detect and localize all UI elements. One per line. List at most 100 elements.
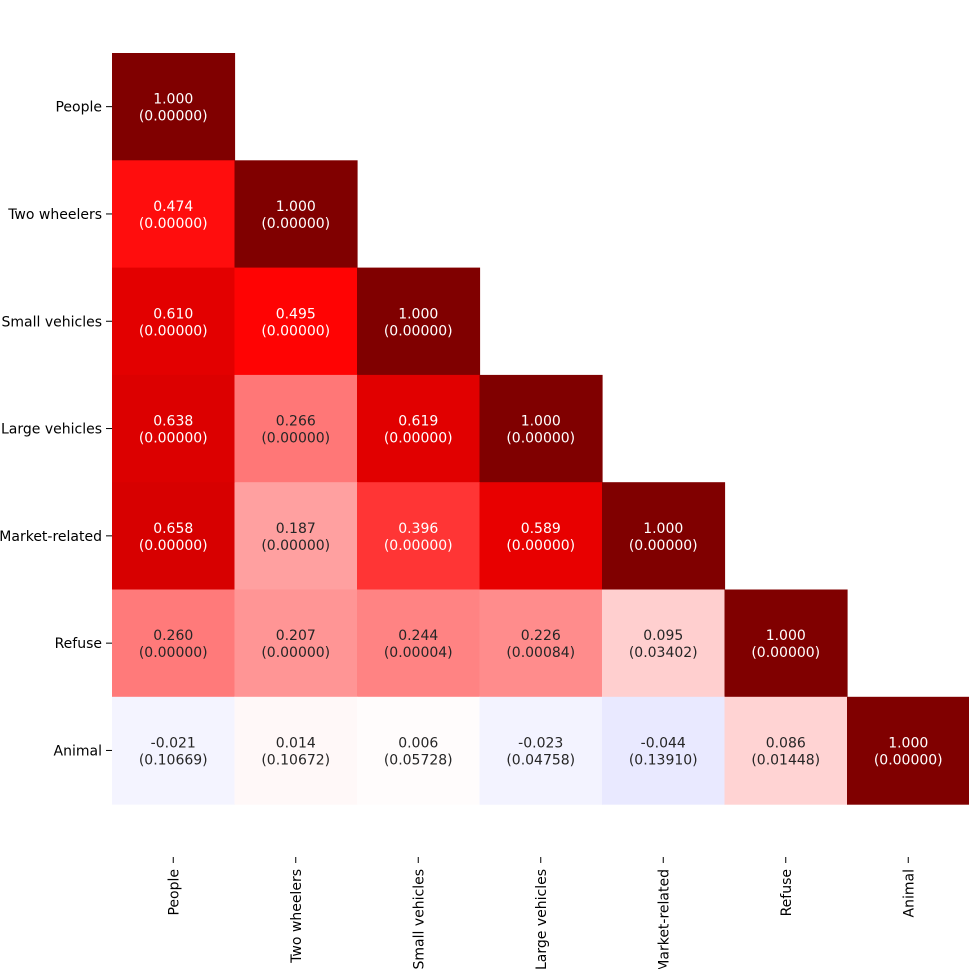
cell-pvalue-r3-c1: (0.00000) [261, 431, 330, 447]
cell-value-r6-c2: 0.006 [398, 735, 438, 751]
cell-pvalue-r3-c0: (0.00000) [139, 431, 208, 447]
cell-pvalue-r6-c4: (0.13910) [629, 752, 698, 768]
cell-pvalue-r6-c6: (0.00000) [874, 752, 943, 768]
cell-value-r2-c0: 0.610 [153, 306, 193, 322]
cell-value-r5-c4: 0.095 [643, 628, 683, 644]
y-tick-label-people: People [55, 100, 102, 116]
cell-pvalue-r3-c2: (0.00000) [384, 431, 453, 447]
heatmap-cell-r5-c2 [357, 589, 481, 698]
heatmap-cell-r3-c1 [234, 374, 358, 483]
cell-value-r6-c0: -0.021 [151, 735, 196, 751]
cell-pvalue-r5-c0: (0.00000) [139, 645, 208, 661]
cell-pvalue-r2-c0: (0.00000) [139, 323, 208, 339]
cell-value-r4-c0: 0.658 [153, 521, 193, 537]
heatmap-cell-r4-c3 [479, 482, 603, 591]
cell-pvalue-r2-c1: (0.00000) [261, 323, 330, 339]
heatmap-cell-r1-c1 [234, 160, 358, 269]
cell-pvalue-r5-c1: (0.00000) [261, 645, 330, 661]
heatmap-cell-r3-c2 [357, 374, 481, 483]
heatmap-cell-r4-c2 [357, 482, 481, 591]
cell-pvalue-r3-c3: (0.00000) [506, 431, 575, 447]
y-tick-label-refuse: Refuse [55, 636, 102, 652]
heatmap-cell-r4-c0 [112, 482, 236, 591]
y-tick-label-two-wheelers: Two wheelers [7, 207, 102, 223]
heatmap-cell-r6-c2 [357, 696, 481, 805]
heatmap-cell-r6-c0 [112, 696, 236, 805]
y-tick-label-large-vehicles: Large vehicles [1, 422, 102, 438]
cell-value-r4-c3: 0.589 [521, 521, 561, 537]
cell-pvalue-r1-c1: (0.00000) [261, 216, 330, 232]
heatmap-cell-r0-c0 [112, 53, 236, 161]
cell-pvalue-r6-c0: (0.10669) [139, 752, 208, 768]
cell-pvalue-r4-c2: (0.00000) [384, 538, 453, 554]
cell-pvalue-r4-c0: (0.00000) [139, 538, 208, 554]
heatmap-cell-r6-c4 [602, 696, 726, 805]
cell-value-r4-c1: 0.187 [276, 521, 316, 537]
heatmap-cell-r5-c1 [234, 589, 358, 698]
cell-value-r6-c5: 0.086 [766, 735, 806, 751]
y-tick-label-animal: Animal [54, 743, 102, 759]
x-tick-label-small-vehicles: Small vehicles [411, 869, 427, 969]
cell-value-r5-c5: 1.000 [766, 628, 806, 644]
x-tick-label-refuse: Refuse [779, 869, 795, 916]
cell-pvalue-r4-c3: (0.00000) [506, 538, 575, 554]
cell-value-r6-c6: 1.000 [888, 735, 928, 751]
y-tick-label-small-vehicles: Small vehicles [2, 314, 103, 330]
heatmap-cell-r4-c1 [234, 482, 358, 591]
x-tick-label-market-related: Market-related [656, 869, 672, 969]
cell-value-r2-c1: 0.495 [276, 306, 316, 322]
heatmap-cell-r2-c0 [112, 267, 236, 376]
heatmap-cell-r6-c1 [234, 696, 358, 805]
cell-pvalue-r6-c2: (0.05728) [384, 752, 453, 768]
cell-value-r5-c0: 0.260 [153, 628, 193, 644]
cell-value-r0-c0: 1.000 [153, 92, 193, 108]
cell-value-r4-c4: 1.000 [643, 521, 683, 537]
cell-pvalue-r6-c1: (0.10672) [261, 752, 330, 768]
heatmap-cell-r5-c5 [724, 589, 848, 698]
heatmap-cell-r5-c0 [112, 589, 236, 698]
heatmap-cell-r5-c4 [602, 589, 726, 698]
cell-value-r3-c1: 0.266 [276, 414, 316, 430]
x-tick-label-animal: Animal [901, 869, 917, 917]
y-tick-label-market-related: Market-related [0, 529, 102, 545]
cell-value-r3-c0: 0.638 [153, 414, 193, 430]
cell-pvalue-r5-c5: (0.00000) [751, 645, 820, 661]
cell-value-r5-c3: 0.226 [521, 628, 561, 644]
heatmap-cell-r4-c4 [602, 482, 726, 591]
heatmap-cell-r3-c3 [479, 374, 603, 483]
cell-pvalue-r4-c4: (0.00000) [629, 538, 698, 554]
cell-pvalue-r6-c5: (0.01448) [751, 752, 820, 768]
cell-pvalue-r6-c3: (0.04758) [506, 752, 575, 768]
cell-value-r3-c3: 1.000 [521, 414, 561, 430]
cell-pvalue-r1-c0: (0.00000) [139, 216, 208, 232]
heatmap-cells [112, 53, 969, 805]
cell-value-r6-c3: -0.023 [518, 735, 563, 751]
x-axis: People Two wheelers Small vehicles Large ve… [166, 857, 917, 969]
cell-pvalue-r5-c4: (0.03402) [629, 645, 698, 661]
heatmap-cell-r6-c5 [724, 696, 848, 805]
heatmap-cell-r1-c0 [112, 160, 236, 269]
heatmap-cell-r2-c1 [234, 267, 358, 376]
cell-pvalue-r2-c2: (0.00000) [384, 323, 453, 339]
heatmap-cell-r3-c0 [112, 374, 236, 483]
cell-value-r5-c1: 0.207 [276, 628, 316, 644]
cell-pvalue-r0-c0: (0.00000) [139, 109, 208, 125]
cell-value-r6-c1: 0.014 [276, 735, 316, 751]
cell-pvalue-r4-c1: (0.00000) [261, 538, 330, 554]
heatmap-cell-r6-c3 [479, 696, 603, 805]
x-tick-label-people: People [166, 869, 182, 916]
y-axis: People Two wheelers Small vehicles Large ve… [0, 100, 112, 759]
cell-value-r6-c4: -0.044 [641, 735, 686, 751]
cell-value-r5-c2: 0.244 [398, 628, 438, 644]
heatmap-cell-r2-c2 [357, 267, 481, 376]
x-tick-label-large-vehicles: Large vehicles [534, 869, 550, 969]
cell-value-r4-c2: 0.396 [398, 521, 438, 537]
cell-value-r1-c0: 0.474 [153, 199, 193, 215]
heatmap-cell-r6-c6 [847, 696, 969, 805]
cell-value-r3-c2: 0.619 [398, 414, 438, 430]
cell-value-r1-c1: 1.000 [276, 199, 316, 215]
x-tick-label-two-wheelers: Two wheelers [289, 869, 305, 964]
cell-pvalue-r5-c2: (0.00004) [384, 645, 453, 661]
heatmap-cell-labels: 1.000(0.00000)0.474(0.00000)1.000(0.0000… [139, 92, 943, 769]
